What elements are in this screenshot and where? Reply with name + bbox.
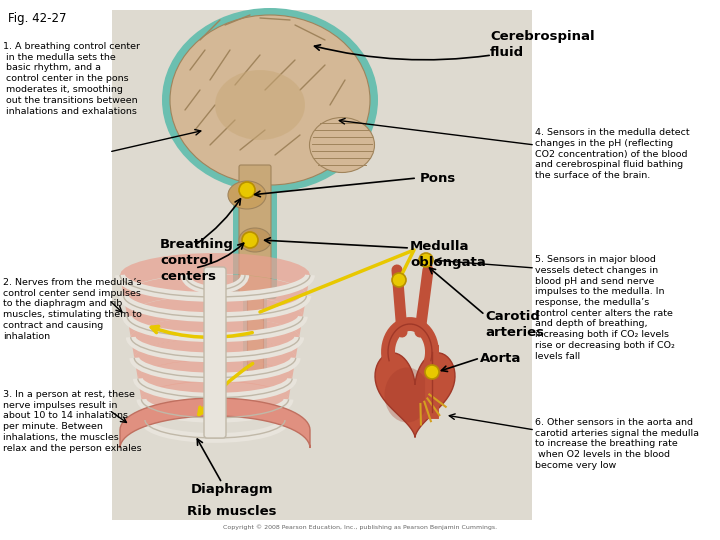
Text: 5. Sensors in major blood
vessels detect changes in
blood pH and send nerve
impu: 5. Sensors in major blood vessels detect…	[535, 255, 675, 361]
Ellipse shape	[170, 15, 370, 185]
FancyBboxPatch shape	[204, 267, 226, 438]
Text: Medulla
oblongata: Medulla oblongata	[410, 240, 486, 269]
Text: Diaphragm: Diaphragm	[191, 483, 274, 496]
Text: 6. Other sensors in the aorta and
carotid arteries signal the medulla
to increas: 6. Other sensors in the aorta and caroti…	[535, 418, 699, 470]
FancyBboxPatch shape	[112, 10, 532, 520]
Ellipse shape	[384, 368, 430, 422]
FancyBboxPatch shape	[239, 165, 271, 294]
Circle shape	[419, 253, 433, 267]
FancyBboxPatch shape	[243, 292, 267, 377]
Text: Rib muscles: Rib muscles	[187, 505, 276, 518]
Text: 2. Nerves from the medulla’s
control center send impulses
to the diaphragm and r: 2. Nerves from the medulla’s control cen…	[3, 278, 142, 341]
Polygon shape	[120, 253, 310, 296]
Text: 3. In a person at rest, these
nerve impulses result in
about 10 to 14 inhalation: 3. In a person at rest, these nerve impu…	[3, 390, 142, 453]
Text: 1. A breathing control center
 in the medulla sets the
 basic rhythm, and a
 con: 1. A breathing control center in the med…	[3, 42, 140, 116]
Text: Fig. 42-27: Fig. 42-27	[8, 12, 66, 25]
Polygon shape	[124, 274, 307, 316]
Ellipse shape	[162, 8, 378, 192]
Polygon shape	[135, 338, 296, 379]
Polygon shape	[141, 381, 289, 420]
Ellipse shape	[239, 228, 271, 252]
Circle shape	[242, 232, 258, 248]
Circle shape	[239, 182, 255, 198]
Text: 4. Sensors in the medulla detect
changes in the pH (reflecting
CO2 concentration: 4. Sensors in the medulla detect changes…	[535, 128, 690, 180]
FancyBboxPatch shape	[233, 161, 277, 299]
Circle shape	[425, 365, 439, 379]
Text: Breathing
control
centers: Breathing control centers	[160, 238, 234, 283]
Text: Copyright © 2008 Pearson Education, Inc., publishing as Pearson Benjamin Cumming: Copyright © 2008 Pearson Education, Inc.…	[223, 524, 497, 530]
Ellipse shape	[228, 181, 266, 209]
Text: Carotid
arteries: Carotid arteries	[485, 310, 544, 339]
Text: Cerebrospinal: Cerebrospinal	[490, 30, 595, 43]
Ellipse shape	[310, 118, 374, 172]
Polygon shape	[375, 353, 455, 437]
Text: fluid: fluid	[490, 46, 524, 59]
Circle shape	[392, 273, 406, 287]
Polygon shape	[138, 360, 292, 399]
FancyBboxPatch shape	[247, 292, 263, 377]
Polygon shape	[120, 398, 310, 448]
Polygon shape	[131, 317, 300, 358]
Text: Pons: Pons	[420, 172, 456, 185]
Text: Aorta: Aorta	[480, 352, 521, 365]
Ellipse shape	[215, 70, 305, 140]
Polygon shape	[127, 295, 303, 337]
